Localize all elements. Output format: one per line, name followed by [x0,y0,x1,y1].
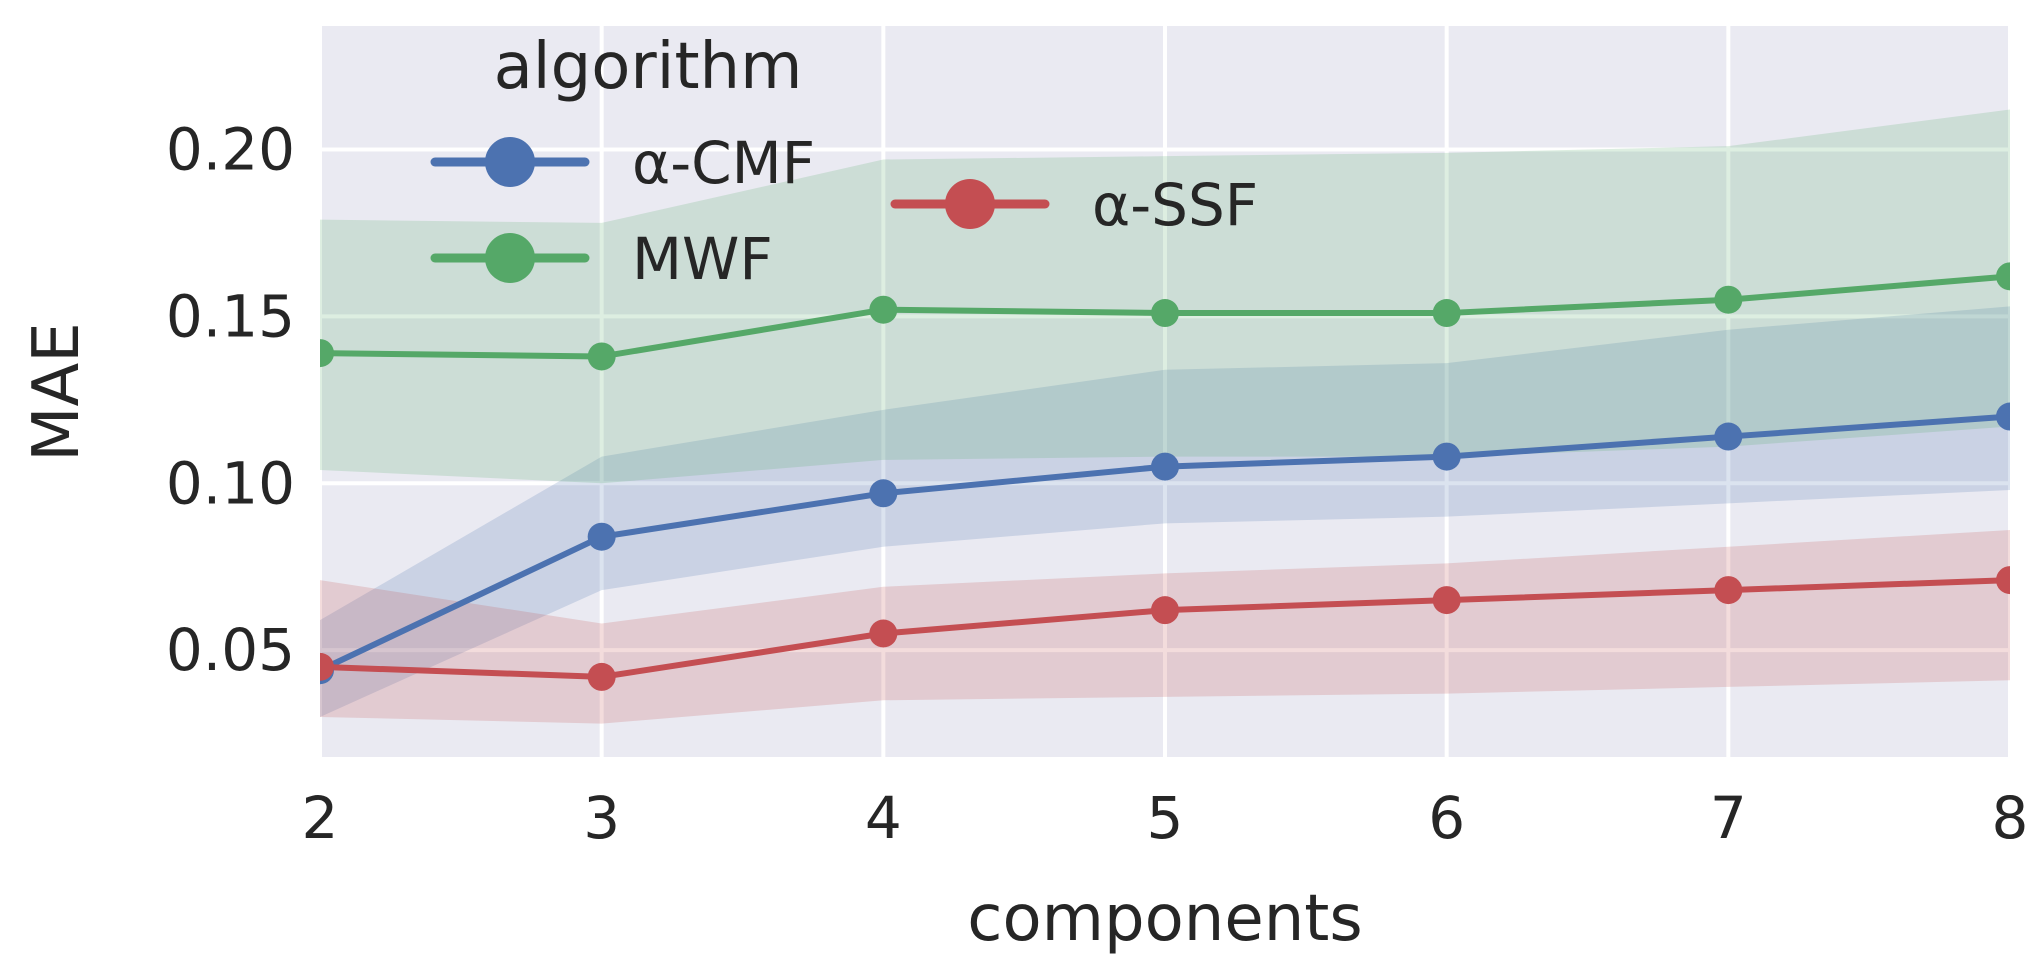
point-cmf-5 [1151,452,1179,481]
point-cmf-6 [1432,442,1461,471]
confidence-bands [320,109,2010,724]
x-tick-label-3: 3 [583,784,620,852]
point-ssf-4 [869,619,898,648]
point-ssf-5 [1151,596,1179,625]
point-mwf-8 [1996,262,2010,291]
point-ssf-2 [320,652,334,681]
x-tick-label-4: 4 [865,784,902,852]
legend-entry-mwf: MWF [430,225,773,293]
x-tick-label-8: 8 [1992,784,2029,852]
point-ssf-3 [587,662,616,691]
grid-lines [320,26,2010,757]
point-ssf-7 [1714,576,1743,605]
x-tick-label-6: 6 [1428,784,1465,852]
point-mwf-7 [1714,285,1743,314]
x-tick-label-7: 7 [1710,784,1747,852]
legend-label-cmf: α-CMF [632,129,815,197]
legend-marker-cmf [485,137,535,187]
band-mwf [320,109,2010,484]
y-tick-label-0.15: 0.15 [166,282,295,350]
legend-marker-mwf [485,233,535,283]
legend: algorithm α-CMF MWF α-SSF [430,30,1258,293]
point-mwf-2 [320,339,334,368]
legend-title: algorithm [494,30,803,104]
legend-marker-ssf [945,179,995,229]
legend-label-ssf: α-SSF [1092,171,1258,239]
x-axis-label: components [967,882,1362,956]
y-tick-label-0.20: 0.20 [166,116,295,184]
band-cmf [320,306,2010,717]
y-tick-label-0.10: 0.10 [166,449,295,517]
point-ssf-6 [1432,586,1461,615]
legend-label-mwf: MWF [632,225,773,293]
band-ssf [320,530,2010,724]
legend-entry-cmf: α-CMF [430,129,815,197]
y-axis-label: MAE [20,322,94,461]
point-cmf-3 [587,522,616,551]
point-mwf-4 [869,295,898,324]
point-cmf-8 [1996,402,2010,431]
point-cmf-7 [1714,422,1743,451]
point-cmf-4 [869,479,898,508]
point-mwf-3 [587,342,616,371]
x-tick-label-2: 2 [302,784,339,852]
point-mwf-5 [1151,299,1179,328]
point-ssf-8 [1996,566,2010,595]
x-tick-labels: 2 3 4 5 6 7 8 [302,784,2029,852]
y-tick-labels: 0.05 0.10 0.15 0.20 [166,116,295,685]
series-points [320,262,2010,691]
x-tick-label-5: 5 [1147,784,1184,852]
y-tick-label-0.05: 0.05 [166,616,295,684]
point-mwf-6 [1432,299,1461,328]
legend-entry-ssf: α-SSF [890,171,1258,239]
